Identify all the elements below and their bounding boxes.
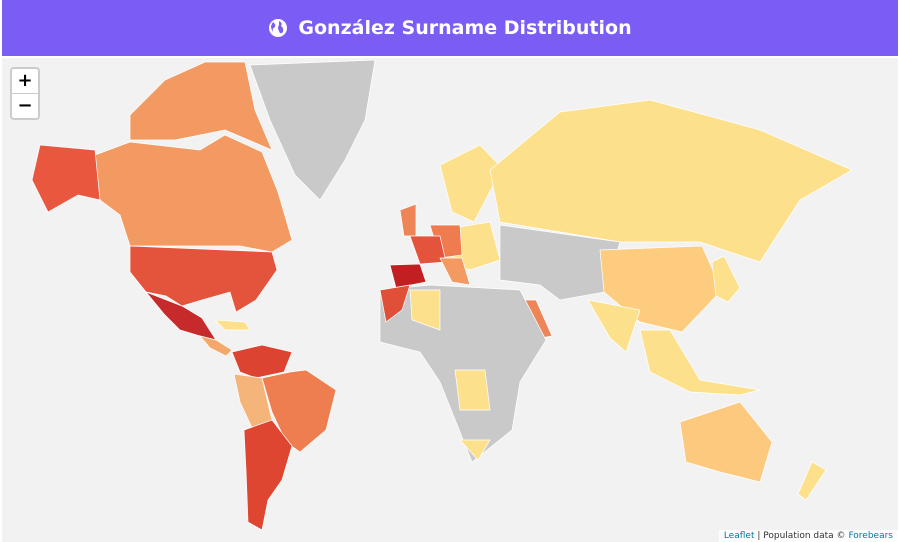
header: González Surname Distribution (2, 0, 898, 56)
zoom-in[interactable]: + (12, 69, 38, 94)
source-link[interactable]: Forebears (848, 531, 893, 541)
zoom-out[interactable]: − (17, 95, 33, 116)
title: González Surname Distribution (298, 17, 632, 39)
zoom-control: + − (10, 67, 40, 120)
map (2, 58, 898, 542)
leaflet-link[interactable]: Leaflet (723, 531, 755, 541)
world-map (31, 59, 853, 531)
globe-icon (269, 19, 288, 37)
attribution: Leaflet | Population data © Forebears (718, 530, 898, 542)
attribution-text: Population data © (763, 531, 846, 541)
separator: | (757, 531, 761, 541)
